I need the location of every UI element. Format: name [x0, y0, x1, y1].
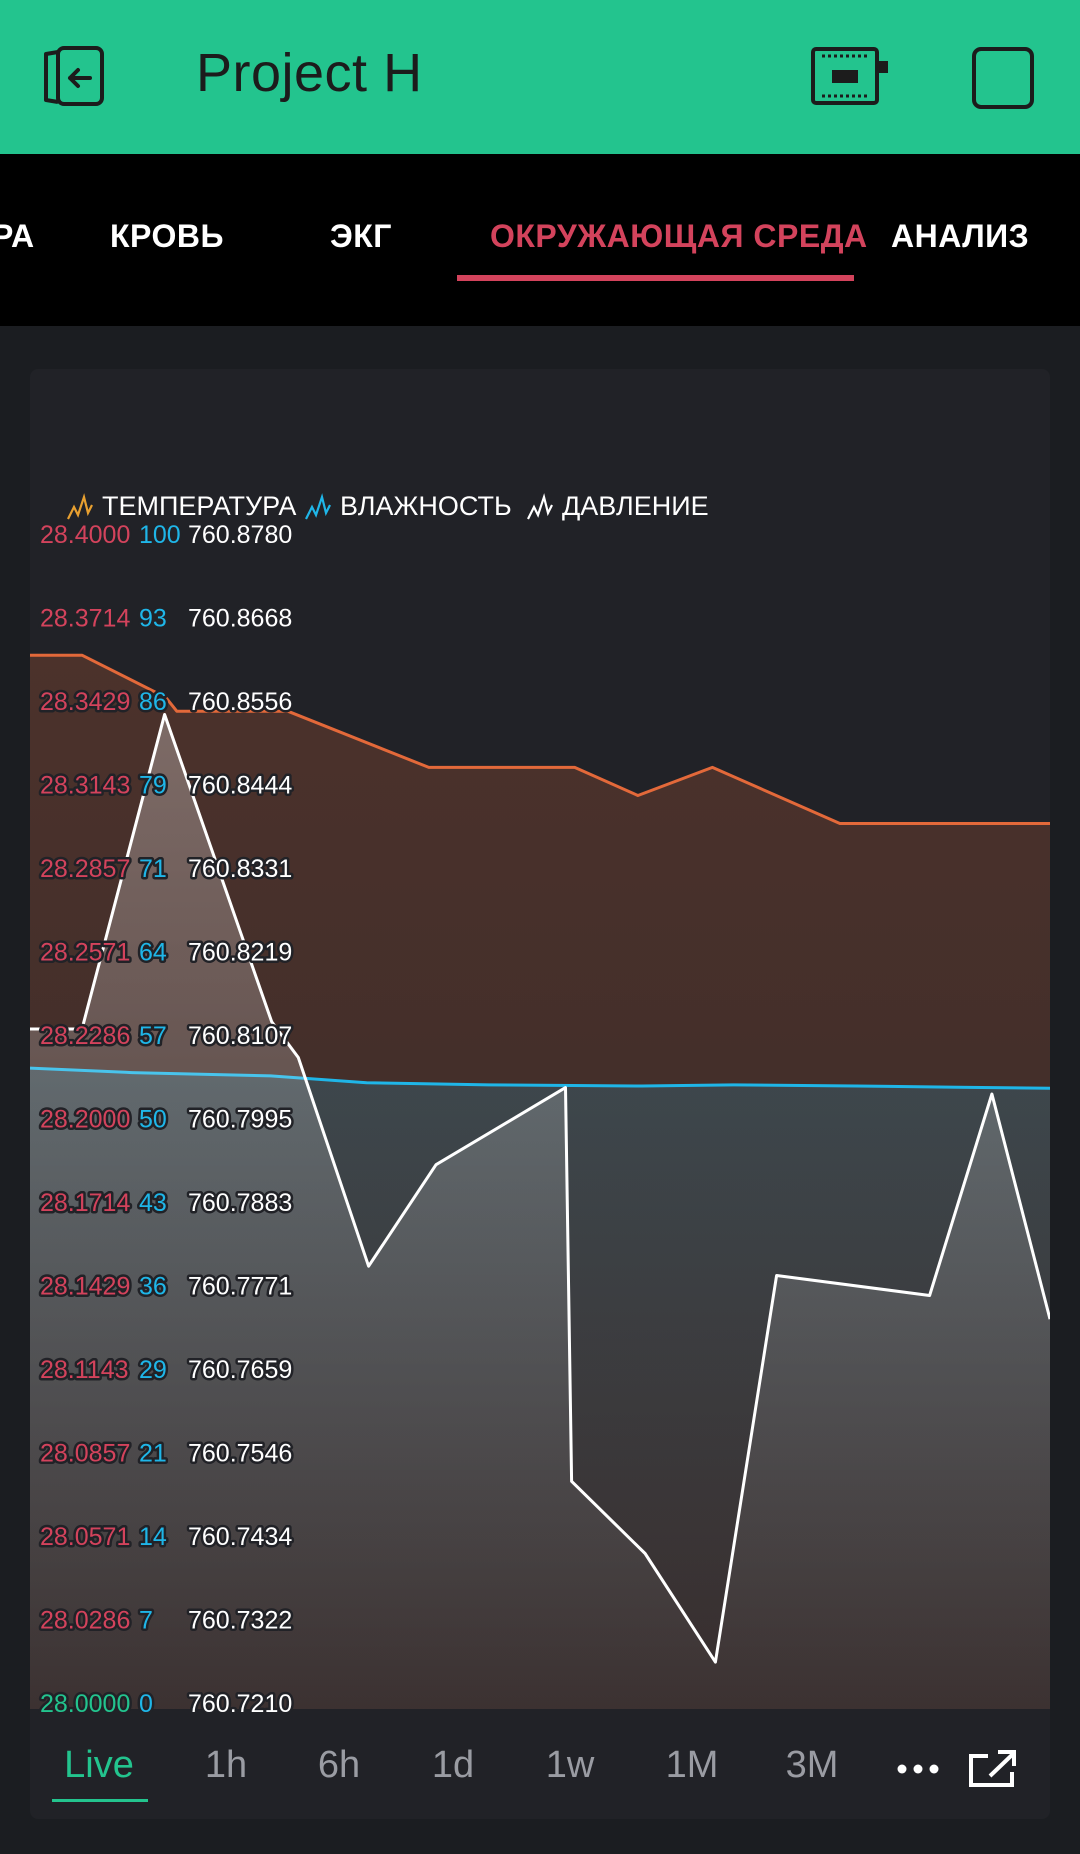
- tick-label-temperature: 28.0571: [40, 1523, 130, 1551]
- tick-label-pressure: 760.8668: [188, 605, 292, 633]
- tick-label-humidity: 21: [139, 1440, 167, 1468]
- tab-analysis[interactable]: АНАЛИЗ: [891, 218, 1030, 254]
- app-bar: Project H: [0, 0, 1080, 154]
- range-1h[interactable]: 1h: [204, 1744, 248, 1786]
- tick-label-pressure: 760.7546: [188, 1440, 292, 1468]
- chart-line-icon: [527, 493, 553, 520]
- tick-label-pressure: 760.7995: [188, 1106, 292, 1134]
- tick-label-humidity: 43: [139, 1189, 167, 1217]
- tick-label-humidity: 71: [139, 855, 167, 883]
- tick-label-temperature: 28.2000: [40, 1106, 130, 1134]
- square-icon[interactable]: [972, 47, 1034, 109]
- tick-label-humidity: 57: [139, 1022, 167, 1050]
- tick-label-humidity: 7: [139, 1607, 153, 1635]
- tab-blood[interactable]: КРОВЬ: [110, 218, 224, 254]
- legend-label: ТЕМПЕРАТУРА: [102, 491, 296, 521]
- more-dots-icon[interactable]: [896, 1759, 940, 1779]
- range-6h[interactable]: 6h: [317, 1744, 361, 1786]
- tick-label-temperature: 28.2286: [40, 1022, 130, 1050]
- superchart-panel: ТЕМПЕРАТУРА ВЛАЖНОСТЬ ДАВЛЕНИЕ 28.4000 28.37…: [30, 369, 1050, 1819]
- selected-range-underline: [52, 1799, 148, 1802]
- tab-environment[interactable]: ОКРУЖАЮЩАЯ СРЕДА: [490, 218, 868, 254]
- range-1w[interactable]: 1w: [545, 1744, 595, 1786]
- chart-line-icon: [67, 493, 93, 520]
- tick-label-temperature: 28.3429: [40, 688, 130, 716]
- tick-label-pressure: 760.7322: [188, 1607, 292, 1635]
- legend-label: ВЛАЖНОСТЬ: [340, 491, 512, 521]
- tick-label-pressure: 760.7659: [188, 1356, 292, 1384]
- range-3M[interactable]: 3M: [785, 1744, 839, 1786]
- tick-label-temperature: 28.0857: [40, 1440, 130, 1468]
- legend-item-temperature[interactable]: ТЕМПЕРАТУРА: [67, 491, 296, 521]
- exit-device-icon[interactable]: [38, 44, 118, 108]
- board-icon[interactable]: [810, 46, 892, 108]
- tick-label-humidity: 79: [139, 772, 167, 800]
- tick-label-humidity: 50: [139, 1106, 167, 1134]
- tick-label-pressure: 760.7434: [188, 1523, 292, 1551]
- page-title: Project H: [196, 43, 423, 103]
- tick-label-humidity: 100: [139, 521, 181, 549]
- series-line-temperature: [30, 653, 1050, 825]
- tick-label-temperature: 28.4000: [40, 521, 130, 549]
- tick-label-temperature: 28.1714: [40, 1189, 130, 1217]
- legend-label: ДАВЛЕНИЕ: [562, 491, 709, 521]
- tick-label-pressure: 760.8107: [188, 1022, 292, 1050]
- tick-label-pressure: 760.8444: [188, 772, 292, 800]
- tick-label-pressure: 760.8331: [188, 855, 292, 883]
- tick-label-humidity: 29: [139, 1356, 167, 1384]
- range-1M[interactable]: 1M: [665, 1744, 719, 1786]
- range-live[interactable]: Live: [64, 1744, 134, 1786]
- tab-ecg[interactable]: ЭКГ: [330, 218, 392, 254]
- tick-label-pressure: 760.8219: [188, 939, 292, 967]
- range-1d[interactable]: 1d: [431, 1744, 475, 1786]
- tick-label-humidity: 86: [139, 688, 167, 716]
- tick-label-pressure: 760.7771: [188, 1273, 292, 1301]
- chart-area[interactable]: ТЕМПЕРАТУРА ВЛАЖНОСТЬ ДАВЛЕНИЕ 28.4000 28.37…: [30, 369, 1050, 1819]
- tick-label-pressure: 760.8556: [188, 688, 292, 716]
- tick-label-humidity: 36: [139, 1273, 167, 1301]
- tick-label-pressure: 760.7210: [188, 1690, 292, 1718]
- tick-label-humidity: 0: [139, 1690, 153, 1718]
- tab-bar: РА КРОВЬ ЭКГ ОКРУЖАЮЩАЯ СРЕДА АНАЛИЗ: [0, 154, 1080, 326]
- tick-label-temperature: 28.3143: [40, 772, 130, 800]
- tab-ra[interactable]: РА: [0, 218, 35, 254]
- tick-label-temperature: 28.0000: [40, 1690, 130, 1718]
- expand-icon[interactable]: [968, 1748, 1018, 1788]
- legend-item-pressure[interactable]: ДАВЛЕНИЕ: [527, 491, 709, 521]
- tick-label-temperature: 28.1429: [40, 1273, 130, 1301]
- chart-line-icon: [305, 493, 331, 520]
- tick-label-temperature: 28.0286: [40, 1607, 130, 1635]
- legend-item-humidity[interactable]: ВЛАЖНОСТЬ: [305, 491, 512, 521]
- tick-label-humidity: 64: [139, 939, 167, 967]
- active-tab-indicator: [457, 275, 854, 281]
- tick-label-humidity: 93: [139, 605, 167, 633]
- tick-label-pressure: 760.7883: [188, 1189, 292, 1217]
- series-area-pressure: [30, 714, 1050, 1709]
- tick-label-humidity: 14: [139, 1523, 167, 1551]
- tick-label-temperature: 28.1143: [40, 1356, 129, 1384]
- tick-label-temperature: 28.2571: [40, 939, 130, 967]
- tick-label-pressure: 760.8780: [188, 521, 292, 549]
- series-line-pressure: [30, 713, 1050, 1664]
- tick-label-temperature: 28.2857: [40, 855, 130, 883]
- tick-label-temperature: 28.3714: [40, 605, 130, 633]
